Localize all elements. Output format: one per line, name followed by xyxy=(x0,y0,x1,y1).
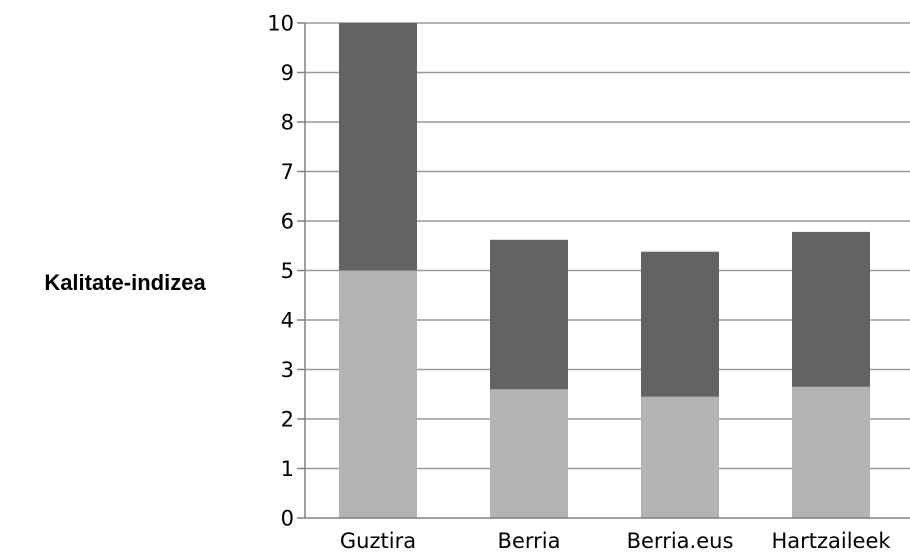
y-tick-label: 7 xyxy=(281,160,294,184)
bars xyxy=(339,23,870,518)
x-tick-label: Hartzaileek xyxy=(771,529,891,553)
y-tick-label: 4 xyxy=(281,309,294,333)
bar-segment xyxy=(641,396,719,518)
bar-segment xyxy=(490,389,568,518)
y-tick-label: 0 xyxy=(281,507,294,531)
labels: 0 1 2 3 4 5 6 7 8 9 10 Guztira Berria Berria.eus Hartz… xyxy=(267,12,891,553)
bar-segment xyxy=(641,251,719,397)
y-tick-label: 2 xyxy=(281,408,294,432)
y-tick-label: 9 xyxy=(281,61,294,85)
bar-segment xyxy=(792,231,870,387)
bar-segment xyxy=(339,270,417,518)
axes xyxy=(297,22,910,519)
bar-segment xyxy=(490,239,568,390)
y-tick-label: 3 xyxy=(281,358,294,382)
y-tick-label: 8 xyxy=(281,111,294,135)
y-tick-label: 5 xyxy=(281,259,294,283)
y-tick-label: 1 xyxy=(281,457,294,481)
y-tick-label: 10 xyxy=(267,12,294,36)
y-tick-label: 6 xyxy=(281,210,294,234)
x-tick-label: Berria xyxy=(498,529,561,553)
x-tick-label: Guztira xyxy=(340,529,416,553)
bar-segment xyxy=(792,386,870,518)
x-tick-label: Berria.eus xyxy=(627,529,734,553)
y-axis-title: Kalitate-indizea xyxy=(44,270,206,295)
bar-segment xyxy=(339,23,417,271)
